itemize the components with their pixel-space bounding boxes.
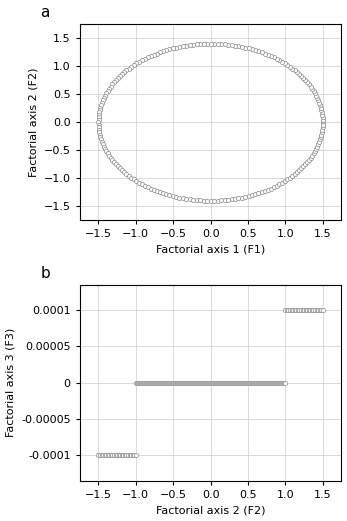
Text: b: b (41, 266, 50, 281)
Y-axis label: Factorial axis 2 (F2): Factorial axis 2 (F2) (28, 68, 38, 177)
Text: a: a (41, 5, 50, 20)
X-axis label: Factorial axis 2 (F2): Factorial axis 2 (F2) (156, 505, 265, 515)
Y-axis label: Factorial axis 3 (F3): Factorial axis 3 (F3) (6, 328, 16, 438)
X-axis label: Factorial axis 1 (F1): Factorial axis 1 (F1) (156, 245, 265, 255)
